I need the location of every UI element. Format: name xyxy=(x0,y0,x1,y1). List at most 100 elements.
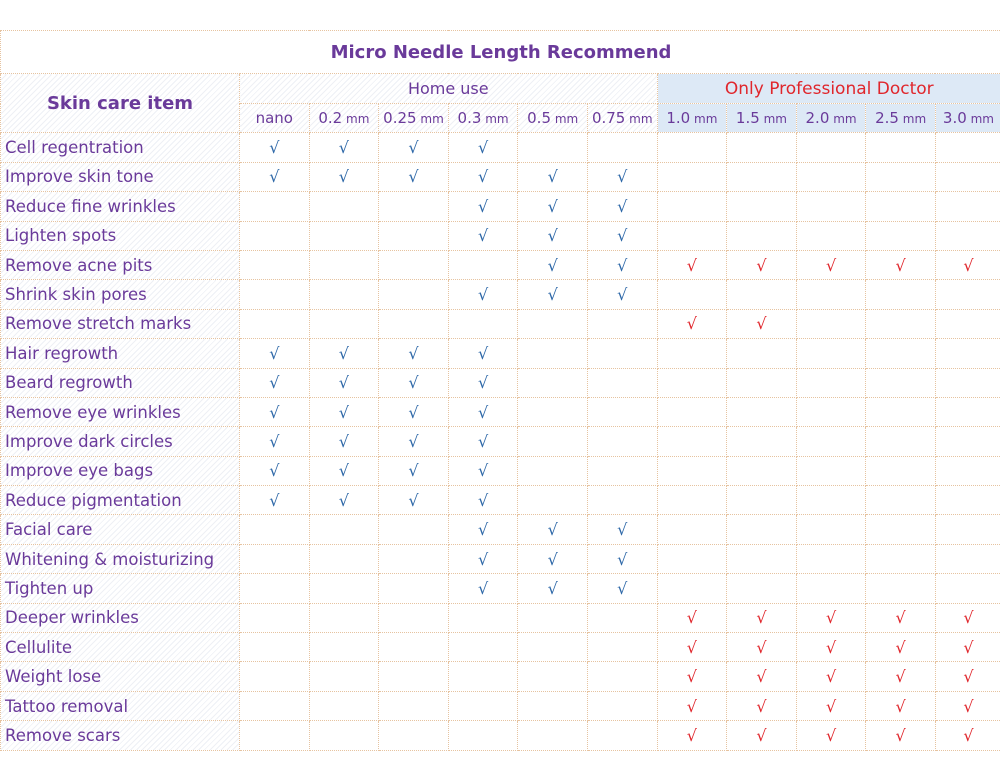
empty-cell xyxy=(795,426,867,457)
home-check-icon: √ xyxy=(378,426,449,457)
empty-cell xyxy=(865,367,936,398)
table-row: Reduce fine wrinkles √ √ √ xyxy=(0,191,1000,222)
column-unit: mm xyxy=(342,112,370,127)
empty-cell xyxy=(517,602,588,634)
empty-cell xyxy=(239,690,310,722)
empty-cell xyxy=(239,543,310,575)
empty-cell xyxy=(517,661,588,692)
empty-cell xyxy=(517,338,588,369)
empty-cell xyxy=(656,191,728,222)
empty-cell xyxy=(447,632,519,663)
home-check-icon: √ xyxy=(308,338,380,369)
column-unit: mm xyxy=(829,112,857,127)
home-check-icon: √ xyxy=(517,249,588,281)
home-check-icon: √ xyxy=(378,132,449,163)
empty-cell xyxy=(865,543,936,575)
empty-cell xyxy=(726,426,797,457)
skin-care-item: Cell regentration xyxy=(0,132,240,163)
empty-cell xyxy=(586,485,658,516)
skin-care-item: Remove scars xyxy=(0,720,240,751)
empty-cell xyxy=(378,514,449,545)
column-header-nano: nano xyxy=(239,102,310,134)
empty-cell xyxy=(795,573,867,604)
empty-cell xyxy=(656,338,728,369)
column-value: 0.75 xyxy=(591,109,626,128)
pro-check-icon: √ xyxy=(656,602,728,634)
home-check-icon: √ xyxy=(447,161,519,193)
home-use-header: Home use xyxy=(239,73,658,104)
empty-cell xyxy=(726,455,797,487)
column-value: 0.5 xyxy=(527,109,551,128)
pro-check-icon: √ xyxy=(865,690,936,722)
column-header-0.5: 0.5 mm xyxy=(517,102,588,134)
empty-cell xyxy=(239,220,310,251)
empty-cell xyxy=(447,661,519,692)
empty-cell xyxy=(865,279,936,310)
table-row: Remove stretch marks √ √ xyxy=(0,308,1000,340)
pro-check-icon: √ xyxy=(726,308,797,340)
column-value: 0.2 xyxy=(318,109,343,128)
home-check-icon: √ xyxy=(586,514,658,545)
pro-check-icon: √ xyxy=(865,602,936,634)
home-check-icon: √ xyxy=(447,485,519,516)
empty-cell xyxy=(378,220,449,251)
empty-cell xyxy=(726,191,797,222)
home-check-icon: √ xyxy=(239,367,310,398)
empty-cell xyxy=(865,161,936,193)
home-check-icon: √ xyxy=(378,455,449,487)
empty-cell xyxy=(378,308,449,340)
empty-cell xyxy=(656,161,728,193)
column-unit: mm xyxy=(416,112,444,127)
skin-care-item: Hair regrowth xyxy=(0,338,240,369)
empty-cell xyxy=(726,279,797,310)
empty-cell xyxy=(795,308,867,340)
home-check-icon: √ xyxy=(447,543,519,575)
empty-cell xyxy=(308,543,380,575)
skin-care-item: Deeper wrinkles xyxy=(0,602,240,634)
home-check-icon: √ xyxy=(517,220,588,251)
skin-care-item: Reduce pigmentation xyxy=(0,485,240,516)
home-check-icon: √ xyxy=(378,396,449,428)
empty-cell xyxy=(934,396,1000,428)
empty-cell xyxy=(726,573,797,604)
home-check-icon: √ xyxy=(586,220,658,251)
skin-care-item: Shrink skin pores xyxy=(0,279,240,310)
empty-cell xyxy=(656,367,728,398)
home-check-icon: √ xyxy=(308,161,380,193)
empty-cell xyxy=(239,514,310,545)
table-row: Lighten spots √ √ √ xyxy=(0,220,1000,251)
pro-check-icon: √ xyxy=(795,632,867,663)
empty-cell xyxy=(586,632,658,663)
empty-cell xyxy=(517,485,588,516)
empty-cell xyxy=(517,632,588,663)
home-check-icon: √ xyxy=(447,426,519,457)
empty-cell xyxy=(934,485,1000,516)
empty-cell xyxy=(586,308,658,340)
column-header-3.0: 3.0 mm xyxy=(934,102,1000,134)
column-value: 2.0 xyxy=(805,109,830,128)
empty-cell xyxy=(795,132,867,163)
empty-cell xyxy=(934,455,1000,487)
empty-cell xyxy=(795,279,867,310)
empty-cell xyxy=(795,367,867,398)
home-check-icon: √ xyxy=(239,485,310,516)
empty-cell xyxy=(865,485,936,516)
home-check-icon: √ xyxy=(447,191,519,222)
pro-check-icon: √ xyxy=(656,249,728,281)
home-check-icon: √ xyxy=(239,396,310,428)
empty-cell xyxy=(795,543,867,575)
empty-cell xyxy=(656,396,728,428)
empty-cell xyxy=(934,543,1000,575)
empty-cell xyxy=(586,602,658,634)
skin-care-item: Improve skin tone xyxy=(0,161,240,193)
pro-check-icon: √ xyxy=(934,249,1000,281)
empty-cell xyxy=(517,308,588,340)
skin-care-item: Tighten up xyxy=(0,573,240,604)
home-check-icon: √ xyxy=(447,396,519,428)
table-row: Improve skin tone √ √ √ √ √ √ xyxy=(0,161,1000,193)
empty-cell xyxy=(656,279,728,310)
home-check-icon: √ xyxy=(447,514,519,545)
empty-cell xyxy=(934,514,1000,545)
empty-cell xyxy=(934,308,1000,340)
table-row: Improve eye bags √ √ √ √ xyxy=(0,455,1000,487)
